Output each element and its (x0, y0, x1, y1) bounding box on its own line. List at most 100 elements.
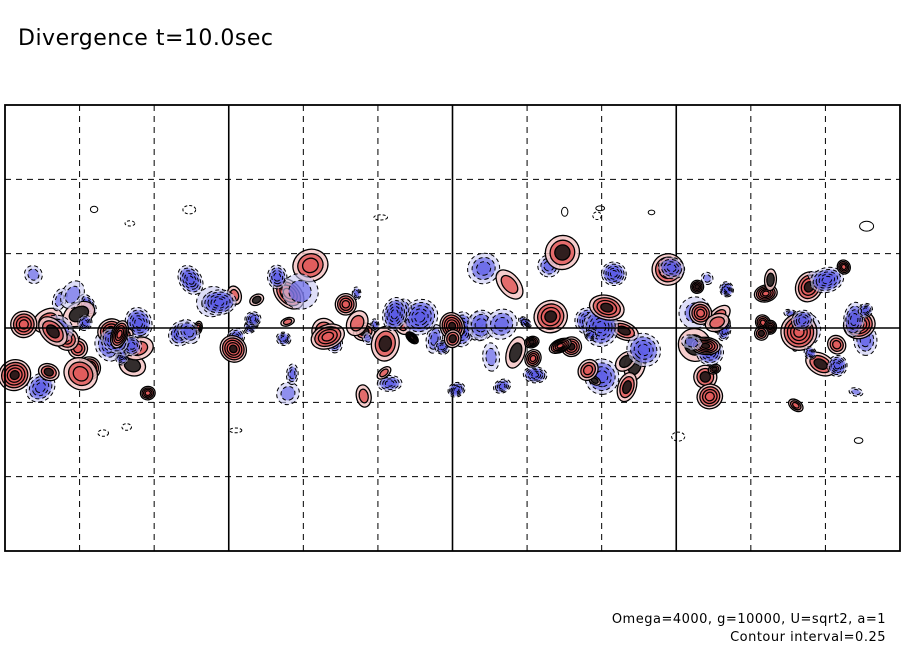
contour-line (358, 388, 369, 404)
isolated-contour (124, 220, 136, 227)
negative-divergence-cell (376, 374, 403, 392)
contour-line (833, 362, 841, 370)
negative-divergence-cell (482, 342, 501, 372)
negative-divergence-cell (790, 309, 815, 332)
positive-divergence-cell (787, 398, 804, 413)
negative-divergence-cell (276, 381, 300, 406)
contour-line (321, 331, 335, 342)
positive-divergence-cell (707, 363, 722, 375)
contour-line (696, 308, 706, 318)
positive-divergence-cell (0, 359, 32, 392)
negative-divergence-cell (522, 366, 548, 384)
contour-line (724, 286, 730, 292)
negative-divergence-cell (285, 363, 299, 385)
contour-line (72, 365, 89, 382)
contour-line (840, 263, 847, 271)
contour-line (9, 370, 20, 381)
contour-line (439, 344, 446, 351)
contour-line (363, 334, 372, 343)
plot-border (4, 104, 901, 552)
contour-line (379, 368, 389, 378)
contour-line (702, 274, 712, 283)
contour-line (354, 290, 360, 297)
contour-line (390, 308, 399, 320)
contour-line (81, 319, 88, 326)
negative-divergence-cell (809, 266, 845, 294)
positive-divergence-cell (334, 292, 357, 316)
negative-divergence-cell (848, 387, 864, 397)
contour-line (757, 329, 766, 338)
contour-line (544, 310, 558, 323)
contour-line (807, 350, 813, 356)
contour-line (116, 329, 123, 339)
contour-line (666, 263, 677, 273)
negative-divergence-cell (493, 378, 512, 394)
negative-divergence-cell (467, 252, 501, 285)
positive-divergence-cell (249, 293, 265, 307)
negative-divergence-cell (518, 316, 532, 329)
contour-line (228, 344, 238, 354)
contour-line (508, 342, 523, 363)
positive-divergence-cell (763, 268, 778, 292)
isolated-contour (859, 220, 875, 232)
isolated-contour (182, 205, 197, 215)
positive-divergence-cell (523, 335, 540, 349)
negative-divergence-cell (601, 261, 627, 287)
contour-interval-note: Contour interval=0.25 (730, 630, 886, 645)
contour-line (485, 347, 497, 367)
negative-divergence-cell (626, 332, 661, 368)
negative-divergence-cell (244, 311, 262, 327)
contour-line (475, 261, 492, 276)
contour-line (791, 401, 800, 409)
positive-divergence-cell (577, 358, 599, 382)
contour-line (144, 390, 152, 397)
contour-line (821, 275, 833, 285)
positive-divergence-cell (63, 357, 99, 391)
contour-line (414, 311, 426, 323)
negative-divergence-cell (382, 296, 408, 332)
negative-divergence-cell (281, 273, 319, 310)
contour-line (288, 280, 312, 303)
positive-divergence-cell (616, 372, 638, 403)
negative-divergence-cell (584, 328, 598, 342)
positive-divergence-cell (310, 323, 346, 350)
isolated-contour (229, 427, 243, 434)
contour-line (498, 383, 506, 390)
positive-divergence-cell (10, 310, 38, 339)
contour-line (213, 298, 225, 307)
negative-divergence-cell (680, 334, 703, 351)
contour-line (849, 313, 859, 326)
positive-divergence-cell (533, 299, 568, 334)
negative-divergence-cell (657, 256, 686, 280)
positive-divergence-cell (495, 269, 524, 300)
contour-line (251, 295, 262, 304)
contour-line (522, 320, 528, 325)
contour-line (349, 314, 365, 332)
isolated-contour (853, 437, 864, 444)
isolated-contour (97, 429, 109, 437)
negative-divergence-cell (177, 265, 204, 295)
positive-divergence-cell (836, 259, 851, 275)
positive-divergence-cell (826, 334, 847, 355)
contour-line (582, 364, 594, 376)
positive-divergence-cell (505, 336, 527, 369)
negative-divergence-cell (719, 281, 734, 298)
contour-line (798, 316, 807, 325)
positive-divergence-cell (355, 384, 372, 408)
positive-divergence-cell (280, 316, 295, 327)
isolated-contour (121, 423, 132, 431)
isolated-contour (671, 431, 686, 442)
contour-line (35, 381, 47, 394)
contour-line (301, 257, 319, 274)
contour-line (384, 380, 395, 387)
plot-frame (4, 104, 901, 552)
plot-title: Divergence t=10.0sec (18, 26, 274, 51)
contour-line (831, 339, 842, 350)
parameter-note: Omega=4000, g=10000, U=sqrt2, a=1 (611, 612, 886, 627)
contour-line (289, 369, 296, 380)
isolated-contour (647, 209, 656, 216)
negative-divergence-cell (60, 280, 85, 310)
contour-line (699, 371, 712, 383)
negative-divergence-cell (201, 289, 237, 316)
